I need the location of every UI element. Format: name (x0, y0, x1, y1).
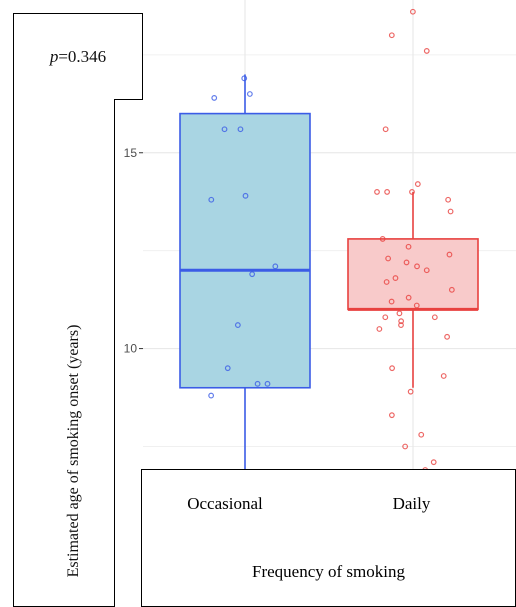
data-point-daily-25 (431, 314, 438, 321)
data-point-daily-5 (409, 189, 415, 195)
data-point-daily-36 (430, 459, 437, 466)
data-point-daily-24 (382, 314, 389, 321)
box-occasional (179, 112, 311, 389)
data-point-daily-21 (388, 298, 395, 305)
p-value-cell: p =0.346 (13, 13, 143, 100)
data-point-daily-1 (388, 32, 395, 39)
data-point-daily-0 (409, 8, 416, 15)
data-point-occasional-9 (234, 322, 241, 328)
data-point-occasional-7 (272, 263, 279, 270)
data-point-daily-2 (423, 48, 430, 54)
data-point-daily-9 (447, 208, 454, 215)
category-label-daily: Daily (392, 494, 431, 513)
data-point-daily-3 (382, 126, 389, 133)
data-point-daily-23 (396, 310, 403, 317)
data-point-daily-8 (445, 196, 452, 203)
y-tick-label-0: 10 (124, 342, 138, 356)
data-point-occasional-5 (242, 192, 249, 199)
data-point-daily-20 (405, 294, 412, 301)
data-point-daily-10 (379, 236, 386, 242)
data-point-daily-14 (403, 259, 410, 266)
data-point-daily-26 (398, 318, 405, 325)
y-axis-label: Estimated age of smoking onset (years) (65, 324, 82, 578)
data-point-daily-32 (407, 388, 414, 395)
data-point-daily-27 (398, 322, 404, 328)
x-axis-label: Frequency of smoking (252, 562, 405, 581)
p-value-symbol: p (49, 46, 59, 66)
data-point-occasional-6 (208, 196, 215, 203)
x-axis-label-cell: Frequency of smoking (141, 538, 516, 607)
data-point-daily-22 (413, 302, 420, 309)
box-daily (347, 238, 479, 311)
data-point-daily-33 (388, 412, 395, 419)
data-point-occasional-10 (224, 365, 231, 372)
data-point-occasional-12 (254, 380, 261, 387)
data-point-daily-34 (418, 431, 425, 438)
category-label-occasional: Occasional (187, 494, 263, 513)
category-cell-daily: Daily (308, 469, 516, 539)
data-point-daily-19 (448, 286, 455, 293)
data-point-occasional-3 (221, 126, 228, 133)
data-point-daily-29 (444, 333, 450, 340)
box-plot-svg: 10 15 (124, 0, 516, 473)
data-point-occasional-13 (208, 392, 215, 399)
data-point-daily-13 (385, 255, 392, 262)
y-axis-label-cell: Estimated age of smoking onset (years) (13, 99, 115, 607)
data-point-daily-4 (414, 181, 421, 187)
data-point-occasional-2 (211, 95, 218, 101)
data-point-occasional-11 (264, 380, 271, 387)
y-tick-label-1: 15 (124, 146, 138, 160)
data-point-daily-30 (389, 365, 395, 372)
p-value-text: =0.346 (58, 46, 107, 66)
data-point-daily-17 (392, 275, 399, 281)
data-point-occasional-4 (237, 126, 244, 133)
data-point-daily-11 (405, 243, 412, 250)
data-point-daily-6 (384, 189, 390, 195)
data-point-daily-18 (383, 279, 390, 285)
data-point-occasional-8 (249, 271, 256, 278)
data-point-daily-15 (414, 263, 420, 270)
category-cell-occasional: Occasional (141, 469, 309, 539)
data-point-daily-12 (446, 251, 453, 258)
y-axis-tick-strip (114, 99, 143, 607)
data-point-daily-35 (402, 443, 409, 450)
data-point-occasional-1 (246, 91, 253, 97)
box-plot-area: 10 15 (115, 0, 516, 473)
data-point-occasional-0 (241, 75, 248, 82)
data-point-daily-28 (376, 326, 383, 332)
data-point-daily-16 (423, 267, 430, 274)
data-point-daily-7 (374, 189, 380, 195)
data-point-daily-31 (440, 373, 447, 379)
